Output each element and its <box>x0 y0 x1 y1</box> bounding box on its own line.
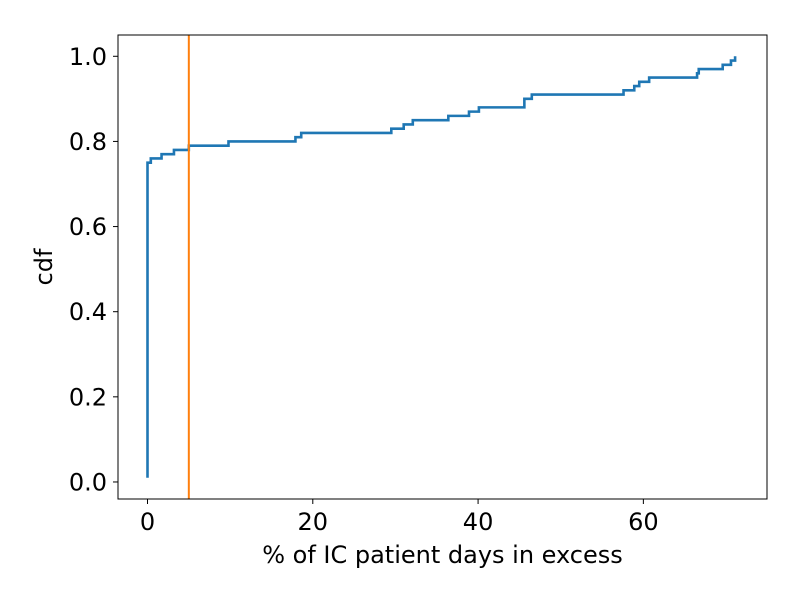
cdf-series-line-0 <box>146 56 737 478</box>
y-tick-label: 0.8 <box>69 128 107 156</box>
x-tick-label: 40 <box>463 508 494 536</box>
y-tick-label: 0.6 <box>69 213 107 241</box>
x-axis-label: % of IC patient days in excess <box>262 541 623 569</box>
y-tick-label: 0.2 <box>69 383 107 411</box>
x-tick-label: 0 <box>140 508 155 536</box>
y-axis-label: cdf <box>30 248 58 285</box>
plot-frame <box>117 34 768 500</box>
y-tick-label: 0.4 <box>69 298 107 326</box>
series-layer <box>146 56 737 478</box>
x-axis: 0 20 40 60 <box>140 499 659 536</box>
x-tick-label: 20 <box>298 508 329 536</box>
y-tick-label: 0.0 <box>69 468 107 496</box>
y-axis: 0.0 0.2 0.4 0.6 0.8 1.0 <box>69 43 118 496</box>
y-tick-label: 1.0 <box>69 43 107 71</box>
x-tick-label: 60 <box>628 508 659 536</box>
